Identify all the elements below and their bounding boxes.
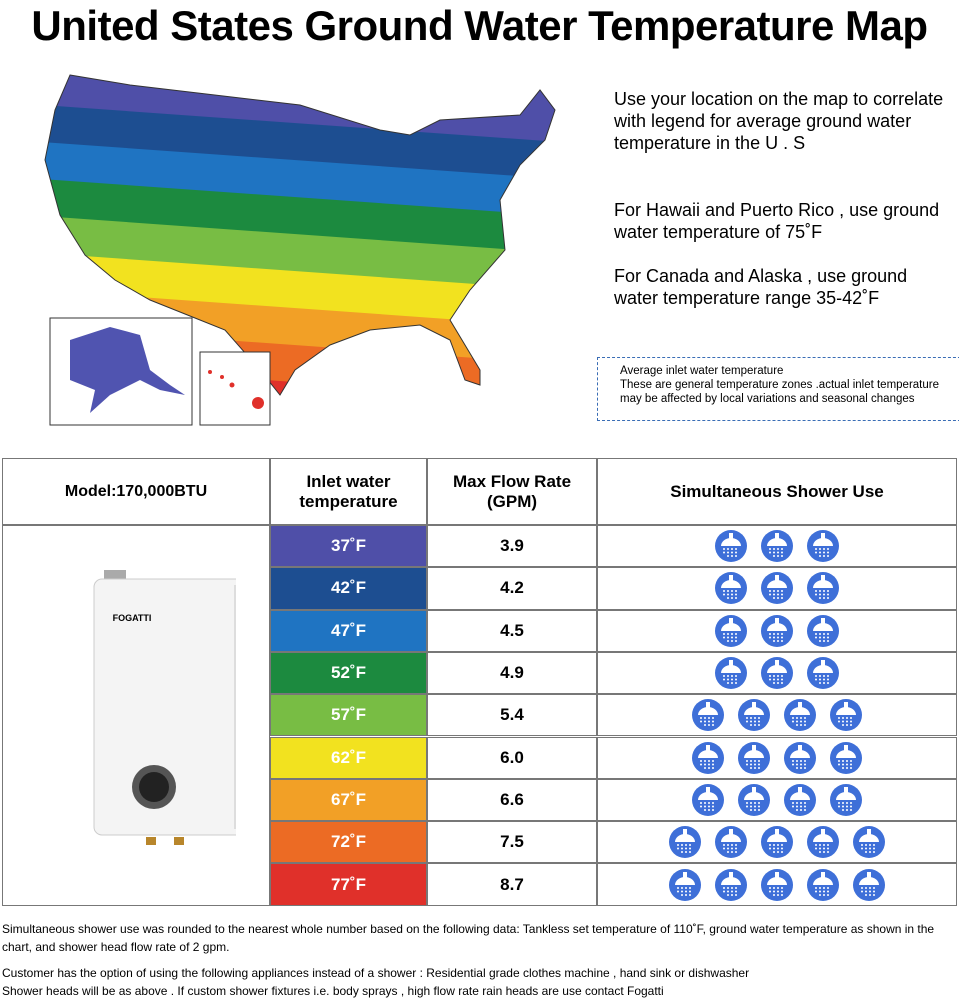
shower-cell bbox=[597, 821, 957, 864]
footnote: Simultaneous shower use was rounded to t… bbox=[2, 922, 935, 954]
brand: FOGATTI bbox=[113, 613, 152, 623]
note: Use your location on the map to correlat… bbox=[614, 89, 944, 153]
shower-icon bbox=[853, 826, 885, 859]
shower-icon bbox=[715, 530, 747, 563]
shower-icon bbox=[807, 530, 839, 563]
footnote: Customer has the option of using the fol… bbox=[2, 966, 750, 980]
temp-cell: 57˚F bbox=[270, 694, 427, 737]
flow-cell: 4.9 bbox=[427, 651, 597, 695]
legend-box: Average inlet water temperature These ar… bbox=[597, 357, 959, 421]
shower-icon bbox=[692, 699, 724, 732]
shower-icon bbox=[784, 699, 816, 732]
shower-icon bbox=[761, 614, 793, 647]
water-heater: FOGATTI bbox=[93, 570, 236, 846]
shower-icon bbox=[669, 826, 701, 859]
flow-cell: 4.5 bbox=[427, 609, 597, 652]
shower-cell bbox=[597, 651, 957, 695]
shower-icon bbox=[761, 657, 793, 690]
flow-cell: 5.4 bbox=[427, 694, 597, 737]
header-cell: Model:170,000BTU bbox=[2, 458, 270, 525]
shower-cell bbox=[597, 736, 957, 779]
shower-icon bbox=[830, 741, 862, 774]
shower-icon bbox=[807, 657, 839, 690]
shower-icon bbox=[738, 741, 770, 774]
temp-cell: 72˚F bbox=[270, 821, 427, 864]
shower-icon bbox=[761, 868, 793, 901]
flow-cell: 6.6 bbox=[427, 778, 597, 822]
shower-icon bbox=[807, 826, 839, 859]
flow-cell: 3.9 bbox=[427, 525, 597, 568]
title: United States Ground Water Temperature M… bbox=[31, 2, 928, 49]
shower-icon bbox=[738, 783, 770, 816]
shower-icon bbox=[807, 572, 839, 605]
header-cell: Max Flow Rate (GPM) bbox=[427, 458, 597, 525]
note: For Hawaii and Puerto Rico , use ground … bbox=[614, 200, 940, 242]
shower-cell bbox=[597, 525, 957, 568]
legend-text: These are general temperature zones .act… bbox=[620, 379, 939, 405]
map bbox=[44, 74, 556, 426]
heater-cell: FOGATTI bbox=[2, 525, 270, 906]
shower-icon bbox=[830, 783, 862, 816]
shower-icon bbox=[807, 868, 839, 901]
shower-icon bbox=[738, 699, 770, 732]
shower-icon bbox=[807, 614, 839, 647]
temp-cell: 52˚F bbox=[270, 651, 427, 695]
shower-icon bbox=[669, 868, 701, 901]
shower-icon bbox=[692, 783, 724, 816]
flow-cell: 8.7 bbox=[427, 863, 597, 906]
shower-icon bbox=[715, 657, 747, 690]
shower-icon bbox=[761, 572, 793, 605]
shower-cell bbox=[597, 778, 957, 822]
temp-cell: 42˚F bbox=[270, 567, 427, 610]
shower-icon bbox=[715, 868, 747, 901]
flow-cell: 4.2 bbox=[427, 567, 597, 610]
shower-icon bbox=[761, 530, 793, 563]
flow-cell: 7.5 bbox=[427, 821, 597, 864]
temp-cell: 77˚F bbox=[270, 863, 427, 906]
shower-icon bbox=[784, 741, 816, 774]
shower-cell bbox=[597, 863, 957, 906]
temp-cell: 62˚F bbox=[270, 736, 427, 779]
shower-cell bbox=[597, 694, 957, 737]
header-cell: Inlet water temperature bbox=[270, 458, 427, 525]
shower-icon bbox=[761, 826, 793, 859]
header-cell: Simultaneous Shower Use bbox=[597, 458, 957, 525]
flow-cell: 6.0 bbox=[427, 736, 597, 779]
shower-icon bbox=[692, 741, 724, 774]
shower-icon bbox=[853, 868, 885, 901]
shower-icon bbox=[715, 614, 747, 647]
shower-icon bbox=[830, 699, 862, 732]
temp-cell: 67˚F bbox=[270, 778, 427, 822]
shower-icon bbox=[715, 572, 747, 605]
footnote: Shower heads will be as above . If custo… bbox=[2, 984, 664, 998]
temp-cell: 47˚F bbox=[270, 609, 427, 652]
temp-cell: 37˚F bbox=[270, 525, 427, 568]
legend-title: Average inlet water temperature bbox=[620, 365, 784, 377]
shower-icon bbox=[784, 783, 816, 816]
shower-icon bbox=[715, 826, 747, 859]
shower-cell bbox=[597, 609, 957, 652]
note: For Canada and Alaska , use ground water… bbox=[614, 266, 908, 308]
shower-cell bbox=[597, 567, 957, 610]
